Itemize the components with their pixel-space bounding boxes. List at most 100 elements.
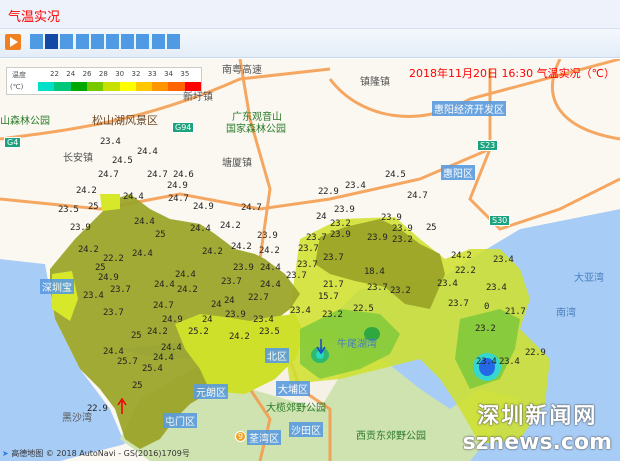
station-temperature[interactable]: 22.9 bbox=[87, 404, 108, 414]
station-temperature[interactable]: 24.9 bbox=[167, 181, 188, 191]
station-temperature[interactable]: 23.2 bbox=[322, 310, 343, 320]
station-temperature[interactable]: 23.9 bbox=[334, 205, 355, 215]
station-temperature[interactable]: 23.2 bbox=[392, 235, 413, 245]
station-temperature[interactable]: 24.4 bbox=[132, 249, 153, 259]
station-temperature[interactable]: 23.4 bbox=[493, 255, 514, 265]
station-temperature[interactable]: 23.4 bbox=[253, 315, 274, 325]
station-temperature[interactable]: 23.7 bbox=[286, 271, 307, 281]
station-temperature[interactable]: 23.9 bbox=[330, 230, 351, 240]
frame-button[interactable] bbox=[106, 34, 119, 49]
station-temperature[interactable]: 23.9 bbox=[257, 231, 278, 241]
station-temperature[interactable]: 18.4 bbox=[364, 267, 385, 277]
station-temperature[interactable]: 23.7 bbox=[306, 233, 327, 243]
station-temperature[interactable]: 24.4 bbox=[260, 263, 281, 273]
station-temperature[interactable]: 24.9 bbox=[98, 273, 119, 283]
station-temperature[interactable]: 24.7 bbox=[153, 301, 174, 311]
station-temperature[interactable]: 23.9 bbox=[381, 213, 402, 223]
station-temperature[interactable]: 24.2 bbox=[451, 251, 472, 261]
frame-button[interactable] bbox=[60, 34, 74, 49]
station-temperature[interactable]: 24.2 bbox=[76, 186, 97, 196]
station-temperature[interactable]: 24.7 bbox=[147, 170, 168, 180]
station-temperature[interactable]: 25.4 bbox=[142, 364, 163, 374]
station-temperature[interactable]: 24.2 bbox=[220, 221, 241, 231]
station-temperature[interactable]: 23.2 bbox=[330, 219, 351, 229]
station-temperature[interactable]: 23.4 bbox=[345, 181, 366, 191]
station-temperature[interactable]: 25 bbox=[95, 263, 106, 273]
station-temperature[interactable]: 24.7 bbox=[407, 191, 428, 201]
station-temperature[interactable]: 23.4 bbox=[476, 357, 497, 367]
station-temperature[interactable]: 24.4 bbox=[153, 353, 174, 363]
station-temperature[interactable]: 24.4 bbox=[175, 270, 196, 280]
station-temperature[interactable]: 23.7 bbox=[297, 260, 318, 270]
station-temperature[interactable]: 23.2 bbox=[475, 324, 496, 334]
station-temperature[interactable]: 24.2 bbox=[202, 247, 223, 257]
station-temperature[interactable]: 25 bbox=[132, 381, 143, 391]
station-temperature[interactable]: 15.7 bbox=[318, 292, 339, 302]
station-temperature[interactable]: 22.7 bbox=[248, 293, 269, 303]
station-temperature[interactable]: 24.2 bbox=[229, 332, 250, 342]
temperature-map[interactable]: 温度 (℃) 22 24 26 28 30 32 33 34 35 2018年11月20日 16… bbox=[0, 59, 620, 461]
station-temperature[interactable]: 22.9 bbox=[525, 348, 546, 358]
station-temperature[interactable]: 24.4 bbox=[137, 147, 158, 157]
station-temperature[interactable]: 23.4 bbox=[437, 279, 458, 289]
station-temperature[interactable]: 24 bbox=[224, 296, 235, 306]
frame-button[interactable] bbox=[30, 34, 43, 49]
station-temperature[interactable]: 25 bbox=[88, 202, 99, 212]
station-temperature[interactable]: 24.4 bbox=[134, 217, 155, 227]
station-temperature[interactable]: 24 bbox=[316, 212, 327, 222]
station-temperature[interactable]: 24.9 bbox=[162, 315, 183, 325]
station-temperature[interactable]: 23.2 bbox=[390, 286, 411, 296]
frame-button[interactable] bbox=[151, 34, 165, 49]
station-temperature[interactable]: 24.5 bbox=[385, 170, 406, 180]
station-temperature[interactable]: 23.4 bbox=[499, 357, 520, 367]
station-temperature[interactable]: 22.2 bbox=[455, 266, 476, 276]
station-temperature[interactable]: 24.4 bbox=[260, 280, 281, 290]
station-temperature[interactable]: 0 bbox=[484, 302, 490, 312]
station-temperature[interactable]: 22.2 bbox=[103, 254, 124, 264]
station-temperature[interactable]: 23.9 bbox=[392, 224, 413, 234]
station-temperature[interactable]: 23.7 bbox=[298, 244, 319, 254]
station-temperature[interactable]: 23.5 bbox=[259, 327, 280, 337]
frame-button[interactable] bbox=[90, 34, 104, 49]
station-temperature[interactable]: 23.4 bbox=[290, 306, 311, 316]
station-temperature[interactable]: 24 bbox=[202, 315, 213, 325]
station-temperature[interactable]: 25 bbox=[131, 331, 142, 341]
station-temperature[interactable]: 24.7 bbox=[98, 170, 119, 180]
station-temperature[interactable]: 23.7 bbox=[367, 283, 388, 293]
station-temperature[interactable]: 24.4 bbox=[154, 280, 175, 290]
station-temperature[interactable]: 24.7 bbox=[241, 203, 262, 213]
station-temperature[interactable]: 24.4 bbox=[161, 343, 182, 353]
station-temperature[interactable]: 23.7 bbox=[221, 277, 242, 287]
station-temperature[interactable]: 24.9 bbox=[193, 202, 214, 212]
station-temperature[interactable]: 24.7 bbox=[168, 194, 189, 204]
station-temperature[interactable]: 24.2 bbox=[231, 242, 252, 252]
station-temperature[interactable]: 25 bbox=[155, 230, 166, 240]
station-temperature[interactable]: 24.4 bbox=[123, 192, 144, 202]
frame-button[interactable] bbox=[136, 34, 150, 49]
frame-button[interactable] bbox=[45, 34, 59, 49]
station-temperature[interactable]: 21.7 bbox=[505, 307, 526, 317]
station-temperature[interactable]: 23.5 bbox=[58, 205, 79, 215]
station-temperature[interactable]: 24.6 bbox=[173, 170, 194, 180]
station-temperature[interactable]: 22.5 bbox=[353, 304, 374, 314]
station-temperature[interactable]: 23.7 bbox=[103, 308, 124, 318]
station-temperature[interactable]: 24.5 bbox=[112, 156, 133, 166]
station-temperature[interactable]: 22.9 bbox=[318, 187, 339, 197]
station-temperature[interactable]: 23.9 bbox=[233, 263, 254, 273]
station-temperature[interactable]: 23.7 bbox=[448, 299, 469, 309]
station-temperature[interactable]: 24.4 bbox=[190, 224, 211, 234]
station-temperature[interactable]: 24.2 bbox=[259, 246, 280, 256]
station-temperature[interactable]: 23.4 bbox=[100, 137, 121, 147]
station-temperature[interactable]: 23.9 bbox=[225, 310, 246, 320]
station-temperature[interactable]: 24.2 bbox=[147, 327, 168, 337]
station-temperature[interactable]: 23.4 bbox=[83, 291, 104, 301]
station-temperature[interactable]: 25.7 bbox=[117, 357, 138, 367]
station-temperature[interactable]: 24.2 bbox=[177, 285, 198, 295]
station-temperature[interactable]: 23.4 bbox=[486, 283, 507, 293]
station-temperature[interactable]: 24 bbox=[211, 300, 222, 310]
station-temperature[interactable]: 23.9 bbox=[367, 233, 388, 243]
station-temperature[interactable]: 25.2 bbox=[188, 327, 209, 337]
station-temperature[interactable]: 23.7 bbox=[323, 253, 344, 263]
station-temperature[interactable]: 23.7 bbox=[110, 285, 131, 295]
frame-button[interactable] bbox=[75, 34, 89, 49]
